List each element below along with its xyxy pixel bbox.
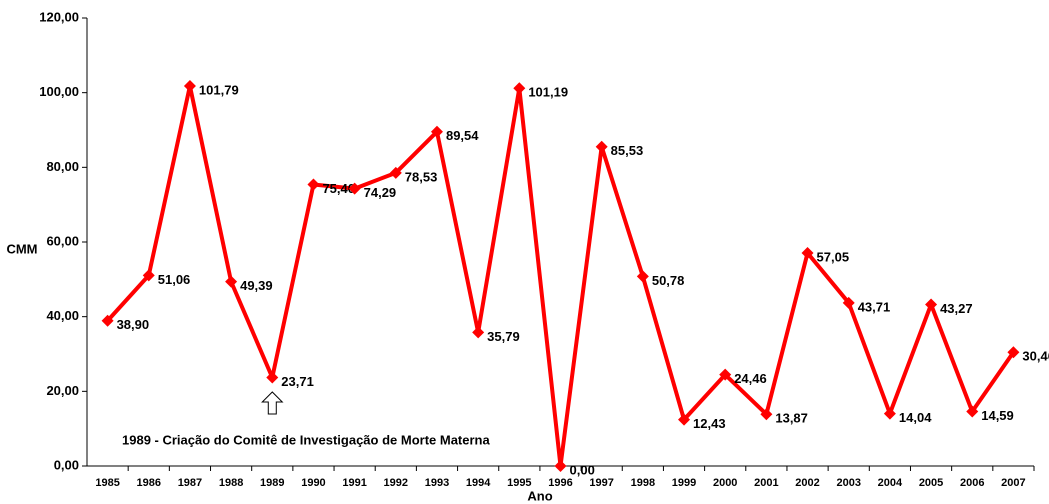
point-marker: [760, 408, 773, 421]
y-axis-title: CMM: [6, 241, 37, 256]
y-tick-label: 60,00: [46, 233, 79, 248]
data-label: 24,46: [734, 371, 767, 386]
point-marker: [430, 125, 443, 138]
data-label: 14,04: [899, 410, 932, 425]
x-tick-label: 2002: [795, 477, 819, 489]
data-label: 12,43: [693, 416, 726, 431]
point-marker: [472, 326, 485, 339]
point-marker: [719, 368, 732, 381]
x-tick-label: 1990: [301, 477, 325, 489]
y-tick-label: 20,00: [46, 383, 79, 398]
data-label: 101,79: [199, 82, 239, 97]
point-marker: [925, 298, 938, 311]
data-label: 75,40: [322, 181, 355, 196]
y-tick-label: 40,00: [46, 308, 79, 323]
point-marker: [966, 405, 979, 418]
data-label: 13,87: [775, 411, 808, 426]
data-label: 50,78: [652, 273, 685, 288]
point-marker: [554, 460, 567, 472]
x-tick-label: 2000: [713, 477, 737, 489]
point-marker: [678, 413, 691, 426]
point-marker: [389, 166, 402, 179]
data-label: 74,29: [364, 185, 397, 200]
point-marker: [348, 182, 361, 195]
data-label: 43,27: [940, 301, 973, 316]
data-label: 89,54: [446, 128, 479, 143]
point-marker: [142, 269, 155, 282]
x-axis-title: Ano: [527, 488, 552, 503]
annotation: 1989 - Criação do Comitê de Investigação…: [122, 432, 490, 447]
x-tick-label: 1992: [384, 477, 408, 489]
point-marker: [101, 314, 114, 327]
x-tick-label: 2005: [919, 477, 943, 489]
x-tick-label: 1998: [631, 477, 655, 489]
x-tick-label: 1988: [219, 477, 243, 489]
data-label: 85,53: [611, 143, 644, 158]
point-marker: [183, 79, 196, 92]
y-tick-label: 100,00: [39, 84, 79, 99]
data-label: 51,06: [158, 272, 191, 287]
x-tick-label: 1995: [507, 477, 531, 489]
x-tick-label: 1999: [672, 477, 696, 489]
data-label: 30,46: [1022, 349, 1049, 364]
x-tick-label: 2007: [1001, 477, 1025, 489]
point-marker: [883, 407, 896, 420]
point-marker: [636, 270, 649, 283]
x-tick-label: 1986: [137, 477, 161, 489]
x-tick-label: 1985: [95, 477, 119, 489]
x-tick-label: 2006: [960, 477, 984, 489]
x-tick-label: 2003: [836, 477, 860, 489]
y-tick-label: 0,00: [54, 457, 79, 472]
series-line: [106, 83, 1016, 468]
point-marker: [1007, 346, 1020, 359]
data-label: 43,71: [858, 299, 891, 314]
arrow: [261, 391, 284, 415]
point-marker: [307, 178, 320, 191]
y-tick-label: 80,00: [46, 159, 79, 174]
x-tick-label: 1989: [260, 477, 284, 489]
data-label: 14,59: [981, 408, 1014, 423]
point-marker: [513, 82, 526, 95]
x-tick-label: 1987: [178, 477, 202, 489]
x-tick-label: 1993: [425, 477, 449, 489]
point-marker: [595, 140, 608, 153]
x-tick-label: 2001: [754, 477, 778, 489]
data-label: 78,53: [405, 169, 438, 184]
data-label: 35,79: [487, 329, 520, 344]
x-tick-label: 1996: [548, 477, 572, 489]
point-marker: [225, 275, 238, 288]
x-tick-label: 1991: [342, 477, 366, 489]
data-label: 49,39: [240, 278, 273, 293]
data-label: 38,90: [117, 317, 150, 332]
y-tick-label: 120,00: [39, 9, 79, 24]
x-tick-label: 2004: [878, 477, 903, 489]
data-label: 57,05: [817, 249, 850, 264]
point-marker: [266, 371, 279, 384]
x-tick-label: 1997: [589, 477, 613, 489]
point-marker: [842, 296, 855, 309]
data-label: 23,71: [281, 374, 314, 389]
data-label: 0,00: [570, 462, 595, 477]
point-marker: [801, 247, 814, 260]
x-tick-label: 1994: [466, 477, 491, 489]
data-label: 101,19: [528, 85, 568, 100]
